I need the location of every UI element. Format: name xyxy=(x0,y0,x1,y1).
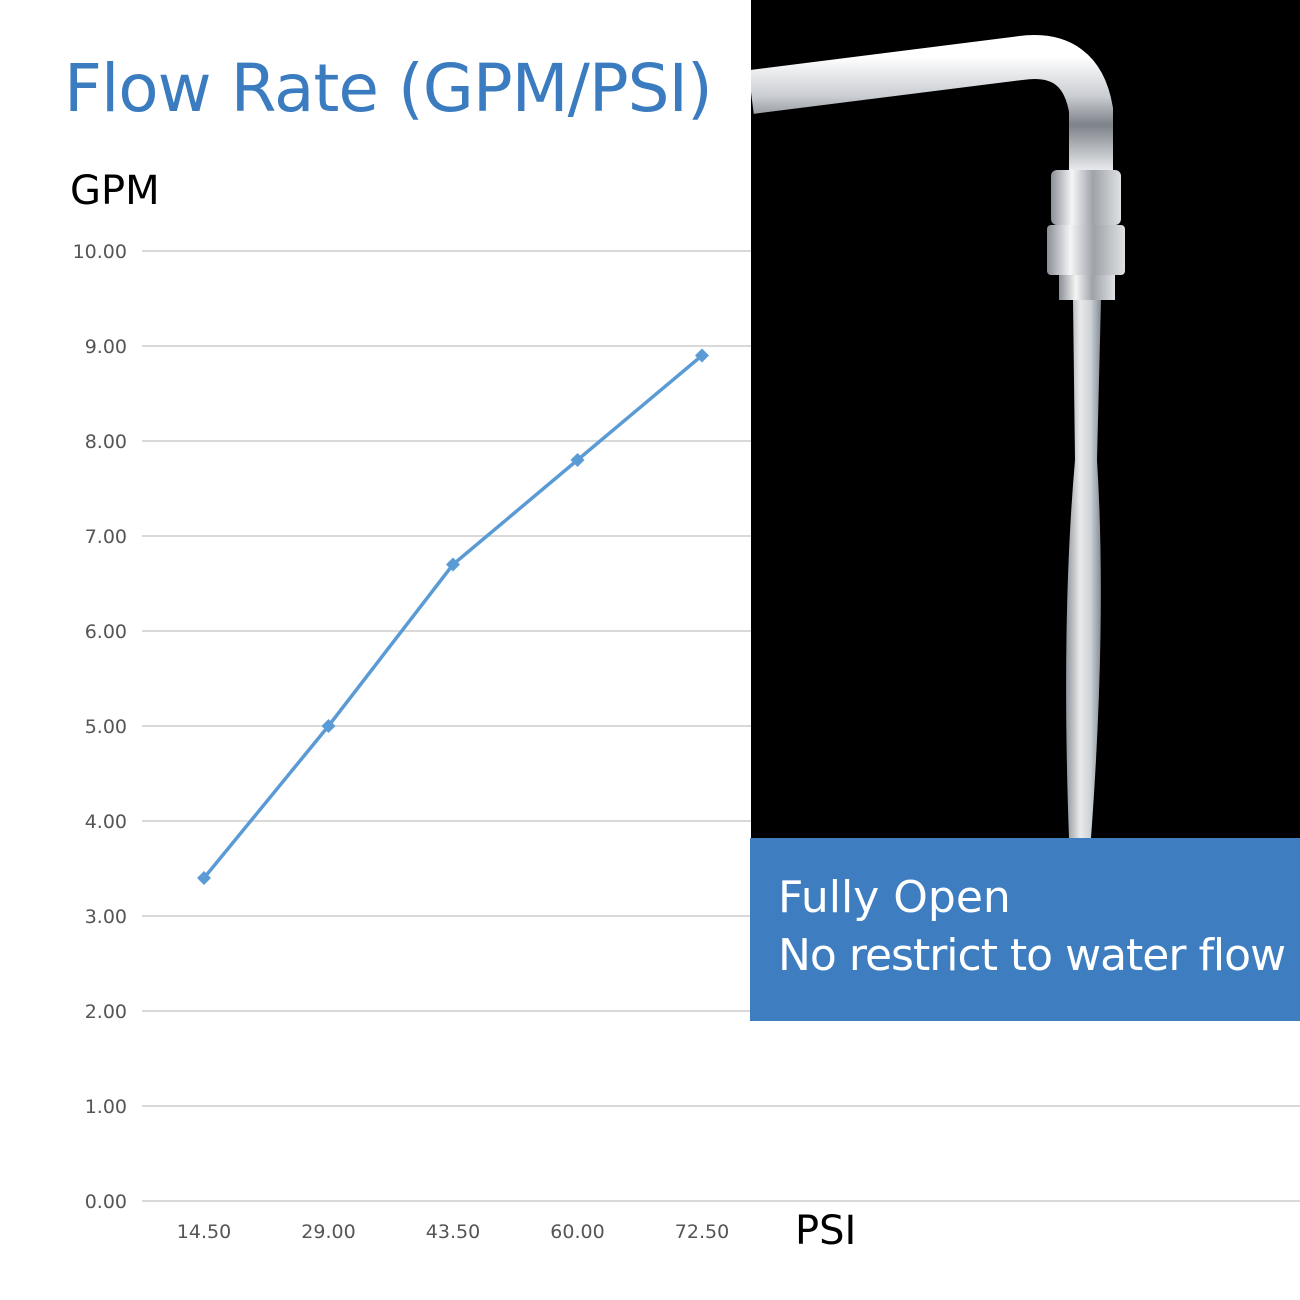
callout-line-2: No restrict to water flow xyxy=(778,930,1286,981)
y-tick-label: 0.00 xyxy=(85,1191,127,1213)
x-axis-label: PSI xyxy=(795,1208,857,1254)
y-axis-label: GPM xyxy=(70,168,160,214)
data-point-marker xyxy=(446,557,460,572)
y-tick-label: 7.00 xyxy=(85,526,127,548)
callout-box: Fully Open No restrict to water flow xyxy=(750,838,1300,1021)
data-point-marker xyxy=(695,348,709,363)
y-tick-label: 8.00 xyxy=(85,431,127,453)
data-point-marker xyxy=(197,871,211,885)
data-point-marker xyxy=(321,719,336,733)
y-tick-label: 1.00 xyxy=(85,1096,127,1118)
data-point-marker xyxy=(570,453,585,467)
faucet-photo xyxy=(751,0,1300,838)
callout-line-1: Fully Open xyxy=(778,872,1011,923)
x-tick-label: 14.50 xyxy=(177,1221,231,1243)
y-tick-label: 9.00 xyxy=(85,336,127,358)
y-tick-label: 10.00 xyxy=(73,241,127,263)
x-tick-label: 72.50 xyxy=(675,1221,729,1243)
x-tick-label: 29.00 xyxy=(301,1221,355,1243)
x-tick-label: 43.50 xyxy=(426,1221,480,1243)
y-tick-label: 2.00 xyxy=(85,1001,127,1023)
y-tick-label: 3.00 xyxy=(85,906,127,928)
chart-title: Flow Rate (GPM/PSI) xyxy=(64,50,713,127)
y-tick-label: 5.00 xyxy=(85,716,127,738)
series-line xyxy=(202,354,704,880)
y-tick-label: 4.00 xyxy=(85,811,127,833)
x-tick-label: 60.00 xyxy=(550,1221,604,1243)
y-tick-label: 6.00 xyxy=(85,621,127,643)
